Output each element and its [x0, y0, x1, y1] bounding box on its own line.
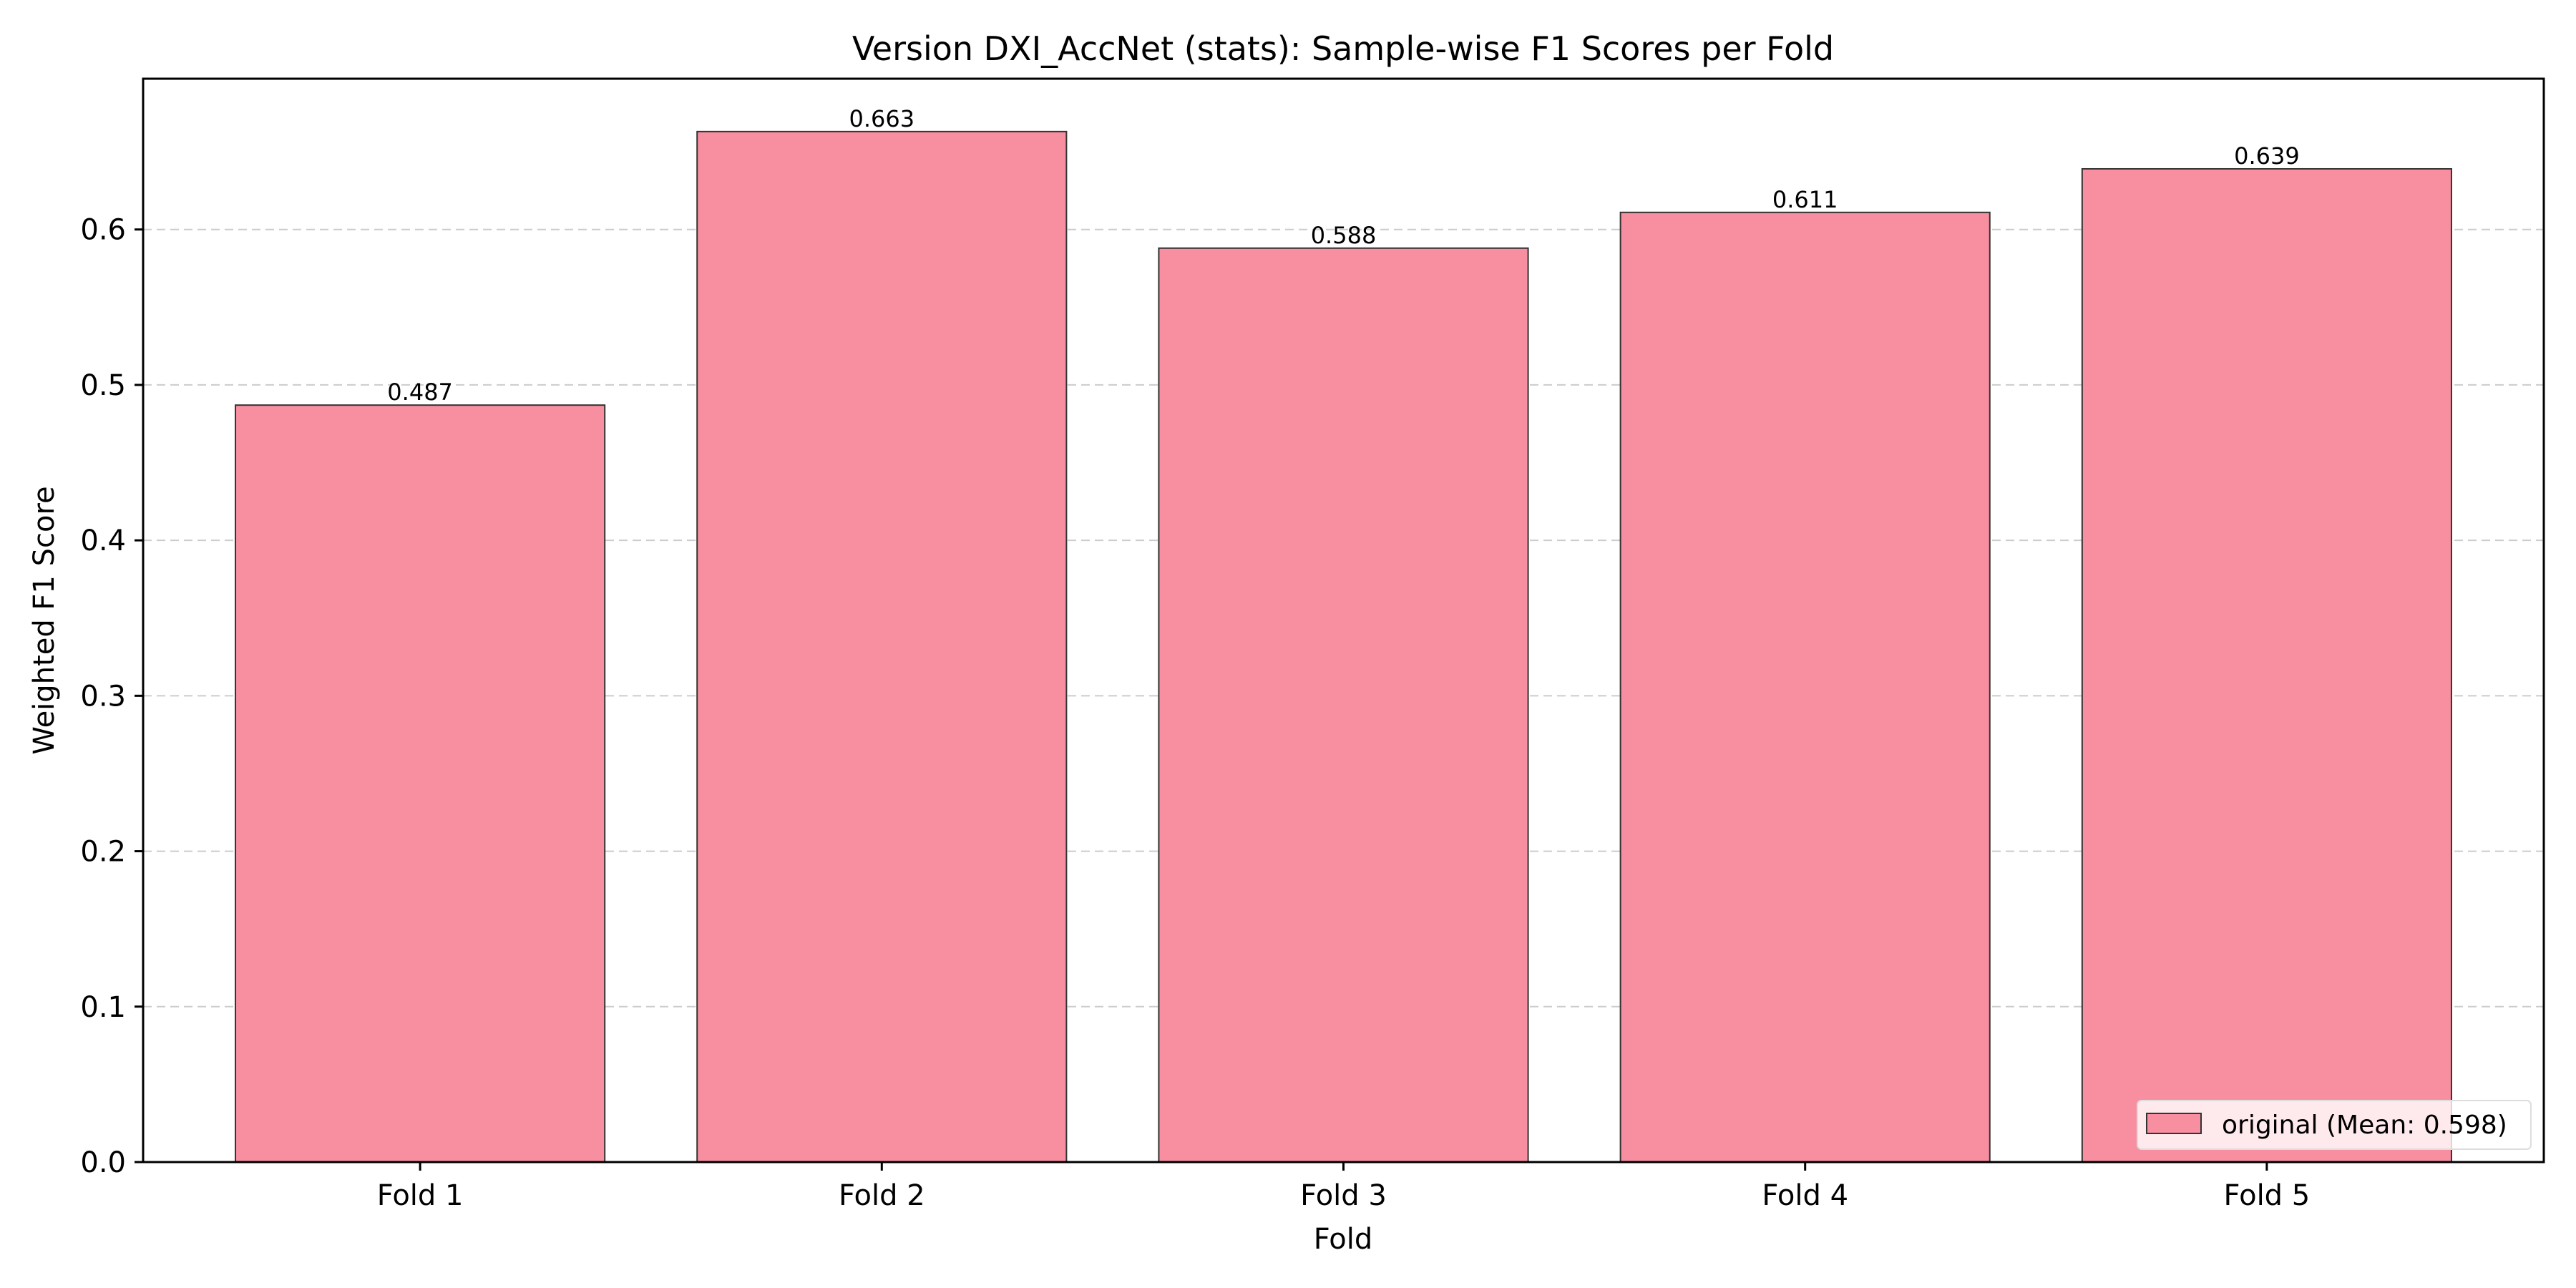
- x-tick-label: Fold 5: [2224, 1179, 2311, 1212]
- bar-value-label: 0.611: [1772, 186, 1838, 213]
- y-tick-label: 0.6: [80, 214, 126, 247]
- bar-fold-2: [696, 130, 1068, 1163]
- x-axis-label: Fold: [1314, 1223, 1373, 1256]
- x-tick-label: Fold 3: [1300, 1179, 1387, 1212]
- legend: original (Mean: 0.598): [2137, 1100, 2532, 1150]
- x-tick-label: Fold 1: [377, 1179, 464, 1212]
- y-axis-label: Weighted F1 Score: [28, 486, 61, 754]
- y-tick-label: 0.5: [80, 369, 126, 402]
- legend-box: [2137, 1100, 2532, 1150]
- bar-fold-3: [1158, 247, 1529, 1163]
- y-tick-label: 0.4: [80, 525, 126, 557]
- legend-label: original (Mean: 0.598): [2222, 1111, 2507, 1140]
- y-tick-label: 0.0: [80, 1146, 126, 1179]
- x-axis-ticks: Fold 1 Fold 2 Fold 3 Fold 4 Fold 5: [377, 1162, 2311, 1212]
- bar-data-labels: 0.487 0.663 0.588 0.611 0.639: [387, 105, 2299, 406]
- bars: [235, 130, 2452, 1163]
- bar-value-label: 0.487: [387, 379, 453, 406]
- y-tick-label: 0.2: [80, 836, 126, 869]
- chart-title: Version DXI_AccNet (stats): Sample-wise …: [852, 29, 1834, 68]
- bar-value-label: 0.663: [849, 105, 915, 132]
- bar-fold-4: [1619, 211, 1991, 1163]
- bar-fold-1: [235, 404, 606, 1163]
- x-tick-label: Fold 2: [839, 1179, 925, 1212]
- bar-value-label: 0.588: [1311, 222, 1377, 249]
- legend-swatch: [2146, 1113, 2202, 1134]
- x-tick-label: Fold 4: [1762, 1179, 1848, 1212]
- y-tick-label: 0.1: [80, 991, 126, 1024]
- y-axis-ticks: 0.0 0.1 0.2 0.3 0.4 0.5 0.6: [80, 214, 143, 1179]
- bar-value-label: 0.639: [2234, 142, 2300, 170]
- bar-fold-5: [2081, 167, 2452, 1163]
- y-tick-label: 0.3: [80, 680, 126, 713]
